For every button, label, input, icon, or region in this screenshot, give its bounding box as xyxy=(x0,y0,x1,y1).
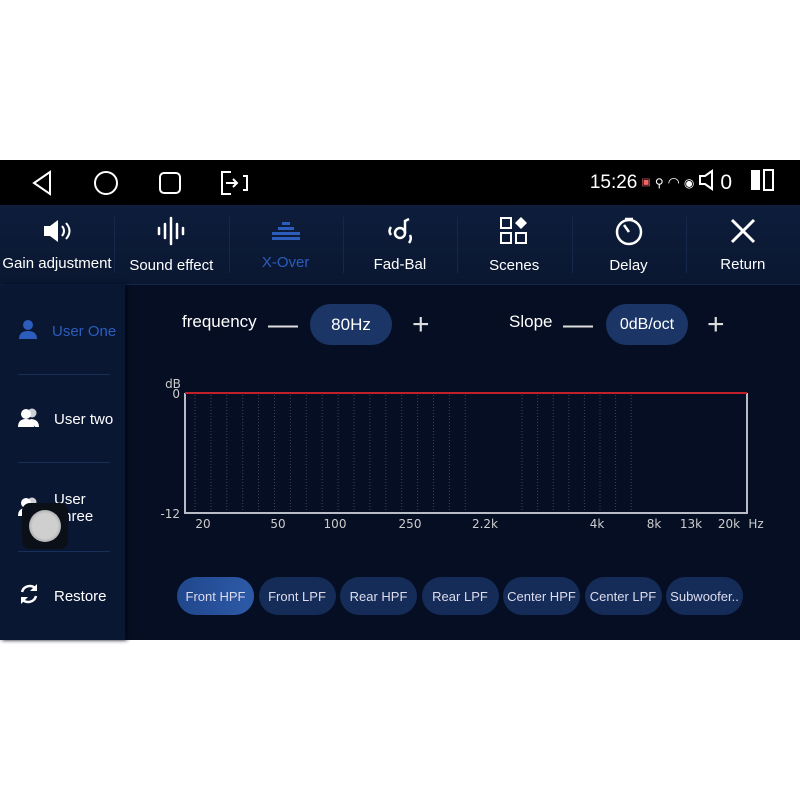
x-tick-label: 2.2k xyxy=(472,517,498,531)
volume-level: 0 xyxy=(720,170,732,194)
tab-label: Scenes xyxy=(489,257,540,274)
tab-gain-adjustment[interactable]: Gain adjustment xyxy=(0,205,114,285)
location-icon: ⚲ xyxy=(654,175,664,190)
y-tick-label: -12 xyxy=(160,507,180,521)
tab-return[interactable]: Return xyxy=(686,205,800,285)
x-unit-label: Hz xyxy=(748,517,763,531)
user-icon xyxy=(18,319,38,343)
tab-label: Sound effect xyxy=(129,257,214,274)
recents-icon[interactable] xyxy=(156,160,184,205)
users-icon xyxy=(18,407,40,431)
sidebar-item-user-one[interactable]: User One xyxy=(0,311,125,351)
equalizer-icon xyxy=(270,219,302,248)
tab-separator xyxy=(457,217,459,273)
tab-label: Fad-Bal xyxy=(373,256,427,273)
cast-icon: ▣ xyxy=(641,177,651,188)
tab-scenes[interactable]: Scenes xyxy=(457,205,571,285)
slope-value: 0dB/oct xyxy=(606,304,688,345)
tab-label: Return xyxy=(720,256,766,273)
divider xyxy=(18,462,110,463)
filter-button-rear-hpf[interactable]: Rear HPF xyxy=(340,577,417,615)
sidebar-item-label: User two xyxy=(54,410,114,428)
waveform-icon xyxy=(155,216,187,251)
back-icon[interactable] xyxy=(28,160,56,205)
x-tick-label: 20 xyxy=(195,517,210,531)
scenes-grid-icon xyxy=(499,216,529,251)
tab-fad-bal[interactable]: Fad-Bal xyxy=(343,205,457,285)
touch-indicator xyxy=(22,503,68,549)
tab-separator xyxy=(228,217,230,273)
x-tick-label: 4k xyxy=(590,517,605,531)
split-screen-icon[interactable] xyxy=(750,168,774,197)
app-screen: 15:26 ▣ ⚲ ◠ ◉ 0 Gain adjustment Sound eff… xyxy=(0,160,800,640)
tab-separator xyxy=(342,217,344,273)
frequency-plus-button[interactable]: + xyxy=(412,308,430,341)
tab-sound-effect[interactable]: Sound effect xyxy=(114,205,228,285)
wifi-icon: ◠ xyxy=(667,174,680,190)
toolbar: Gain adjustment Sound effect X-Over Fad-Bal… xyxy=(0,205,800,285)
screen-switch-icon[interactable] xyxy=(218,160,250,205)
filter-button-center-hpf[interactable]: Center HPF xyxy=(503,577,580,615)
slope-minus-button[interactable]: — xyxy=(563,308,593,341)
y-axis-label: dB xyxy=(165,377,181,391)
tab-separator xyxy=(114,217,116,273)
x-tick-label: 13k xyxy=(680,517,702,531)
filter-button-rear-lpf[interactable]: Rear LPF xyxy=(421,577,499,615)
tab-label: Delay xyxy=(609,257,648,274)
timer-icon xyxy=(614,216,644,251)
sidebar-item-label: Restore xyxy=(54,587,107,605)
speaker-icon xyxy=(41,218,73,249)
tab-x-over[interactable]: X-Over xyxy=(229,205,343,285)
x-tick-label: 50 xyxy=(270,517,285,531)
hotspot-icon: ◉ xyxy=(683,175,695,190)
filter-button-front-lpf[interactable]: Front LPF xyxy=(258,577,336,615)
sidebar-item-user-two[interactable]: User two xyxy=(0,399,125,439)
slope-plus-button[interactable]: + xyxy=(707,308,725,341)
home-icon[interactable] xyxy=(92,160,120,205)
crossover-chart: dB0 -12 20 50 100 250 2.2k 4k 8k 13k 20k Hz xyxy=(160,377,763,531)
tab-label: X-Over xyxy=(261,254,310,271)
filter-button-center-lpf[interactable]: Center LPF xyxy=(584,577,662,615)
frequency-value: 80Hz xyxy=(310,304,392,345)
sidebar-item-label: User One xyxy=(52,322,117,340)
slope-label: Slope xyxy=(509,312,553,331)
status-bar: 15:26 ▣ ⚲ ◠ ◉ 0 xyxy=(0,160,800,205)
tab-separator xyxy=(685,217,687,273)
frequency-minus-button[interactable]: — xyxy=(268,308,298,341)
tab-separator xyxy=(571,217,573,273)
x-tick-label: 20k xyxy=(718,517,740,531)
refresh-icon xyxy=(18,583,40,609)
x-tick-label: 250 xyxy=(399,517,422,531)
divider xyxy=(18,374,110,375)
frequency-label: frequency xyxy=(182,312,257,331)
y-tick-label: 0 xyxy=(172,387,180,401)
filter-button-subwoofer-[interactable]: Subwoofer.. xyxy=(666,577,743,615)
chart-axes xyxy=(184,393,748,514)
sidebar-item-restore[interactable]: Restore xyxy=(0,576,125,616)
divider xyxy=(18,551,110,552)
filter-button-front-hpf[interactable]: Front HPF xyxy=(177,577,254,615)
tab-delay[interactable]: Delay xyxy=(572,205,686,285)
fader-balance-icon xyxy=(384,217,416,250)
volume-icon[interactable] xyxy=(698,168,716,197)
x-tick-label: 100 xyxy=(324,517,347,531)
tab-label: Gain adjustment xyxy=(2,255,112,272)
close-icon xyxy=(729,217,757,250)
x-tick-label: 8k xyxy=(647,517,662,531)
clock: 15:26 xyxy=(589,171,638,193)
